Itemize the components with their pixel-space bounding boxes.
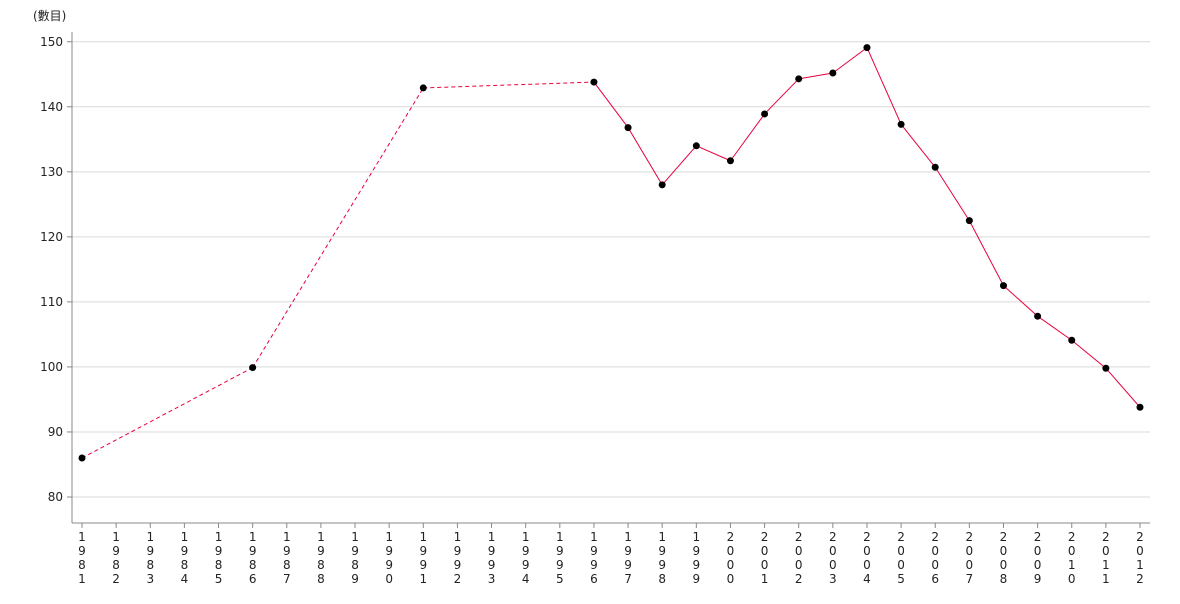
y-axis-label: (數目): [33, 9, 66, 23]
series-segment: [730, 113, 765, 162]
y-tick-label: 110: [40, 295, 63, 309]
data-point: [931, 163, 939, 171]
data-point: [795, 75, 803, 83]
series-segment: [798, 72, 833, 80]
data-point: [761, 110, 769, 118]
series-segment: [627, 127, 663, 186]
data-point: [658, 181, 666, 189]
series-segment: [593, 81, 629, 128]
y-tick-label: 140: [40, 100, 63, 114]
series-segment: [1037, 315, 1073, 341]
y-tick-label: 130: [40, 165, 63, 179]
series-segment: [832, 47, 868, 74]
y-tick-label: 90: [48, 425, 63, 439]
data-point: [692, 142, 700, 150]
data-point: [897, 120, 905, 128]
series-segment: [1003, 285, 1038, 317]
data-point: [1068, 336, 1076, 344]
series-segment: [81, 367, 253, 459]
series-segment: [423, 81, 594, 89]
y-tick-label: 120: [40, 230, 63, 244]
data-point: [249, 364, 257, 372]
data-point: [1034, 312, 1042, 320]
series-segment: [900, 124, 936, 168]
series-segment: [764, 78, 800, 115]
data-point: [999, 282, 1007, 290]
series-segment: [1071, 339, 1107, 369]
data-point: [624, 124, 632, 132]
data-point: [1102, 364, 1110, 372]
series-segment: [866, 47, 902, 125]
y-tick-label: 80: [48, 490, 63, 504]
data-point: [863, 44, 871, 52]
data-point: [829, 69, 837, 77]
data-point: [965, 217, 973, 225]
series-segment: [934, 166, 970, 221]
series-segment: [968, 220, 1004, 286]
series-segment: [1105, 367, 1141, 408]
y-tick-label: 100: [40, 360, 63, 374]
data-point: [1136, 403, 1144, 411]
series-segment: [661, 145, 697, 186]
series-segment: [696, 145, 731, 162]
data-point: [419, 84, 427, 92]
data-point: [78, 454, 86, 462]
series-segment: [252, 87, 424, 368]
y-tick-label: 150: [40, 35, 63, 49]
data-point: [726, 157, 734, 165]
data-point: [590, 78, 598, 86]
